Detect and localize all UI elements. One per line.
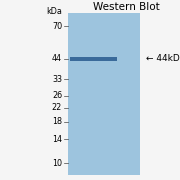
Text: 44: 44 [52, 54, 62, 63]
FancyBboxPatch shape [68, 13, 140, 175]
Text: 70: 70 [52, 22, 62, 31]
Text: 33: 33 [52, 75, 62, 84]
Text: 22: 22 [52, 103, 62, 112]
Text: 26: 26 [52, 91, 62, 100]
Text: Western Blot: Western Blot [93, 2, 159, 12]
Text: 18: 18 [52, 117, 62, 126]
Text: ← 44kDa: ← 44kDa [146, 54, 180, 63]
Text: 10: 10 [52, 159, 62, 168]
Text: kDa: kDa [46, 7, 62, 16]
FancyBboxPatch shape [70, 57, 117, 60]
Text: 14: 14 [52, 135, 62, 144]
